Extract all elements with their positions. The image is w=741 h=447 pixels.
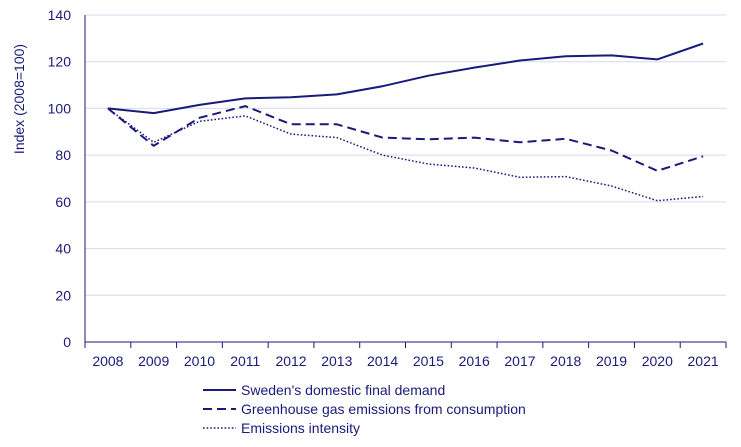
x-tick-label: 2011 xyxy=(230,353,260,369)
y-tick-label: 80 xyxy=(55,147,71,163)
y-tick-label: 120 xyxy=(48,54,72,70)
x-tick-label: 2018 xyxy=(550,353,581,369)
x-tick-label: 2020 xyxy=(642,353,673,369)
y-tick-label: 60 xyxy=(55,194,71,210)
axes xyxy=(84,15,727,348)
y-tick-label: 20 xyxy=(55,287,71,303)
x-tick-label: 2017 xyxy=(504,353,535,369)
y-tick-label: 100 xyxy=(48,100,72,116)
x-tick-label: 2010 xyxy=(184,353,215,369)
tick-labels: 0 20 40 60 80 100 120 140 2008 2009 2010 2011 2012 20… xyxy=(48,7,719,369)
y-tick-label: 140 xyxy=(48,7,72,23)
x-tick-label: 2012 xyxy=(275,353,306,369)
y-tick-label: 40 xyxy=(55,241,71,257)
series-line-3 xyxy=(107,107,704,202)
series-lines xyxy=(107,42,704,202)
y-axis-title: Index (2008=100) xyxy=(11,44,27,154)
legend-label-2: Greenhouse gas emissions from consumptio… xyxy=(241,401,526,417)
x-tick-label: 2016 xyxy=(459,353,490,369)
series-line-1 xyxy=(107,42,704,115)
series-line-2 xyxy=(107,105,704,172)
y-tick-label: 0 xyxy=(63,334,71,350)
legend-label-1: Sweden's domestic final demand xyxy=(241,382,445,398)
legend: Sweden's domestic final demand Greenhouse… xyxy=(203,382,526,436)
x-tick-label: 2013 xyxy=(321,353,352,369)
x-tick-label: 2015 xyxy=(413,353,444,369)
x-tick-label: 2009 xyxy=(138,353,169,369)
legend-label-3: Emissions intensity xyxy=(241,420,360,436)
grid-lines xyxy=(85,14,726,296)
x-tick-label: 2021 xyxy=(688,353,719,369)
x-tick-label: 2019 xyxy=(596,353,627,369)
x-tick-label: 2008 xyxy=(92,353,123,369)
x-tick-label: 2014 xyxy=(367,353,398,369)
